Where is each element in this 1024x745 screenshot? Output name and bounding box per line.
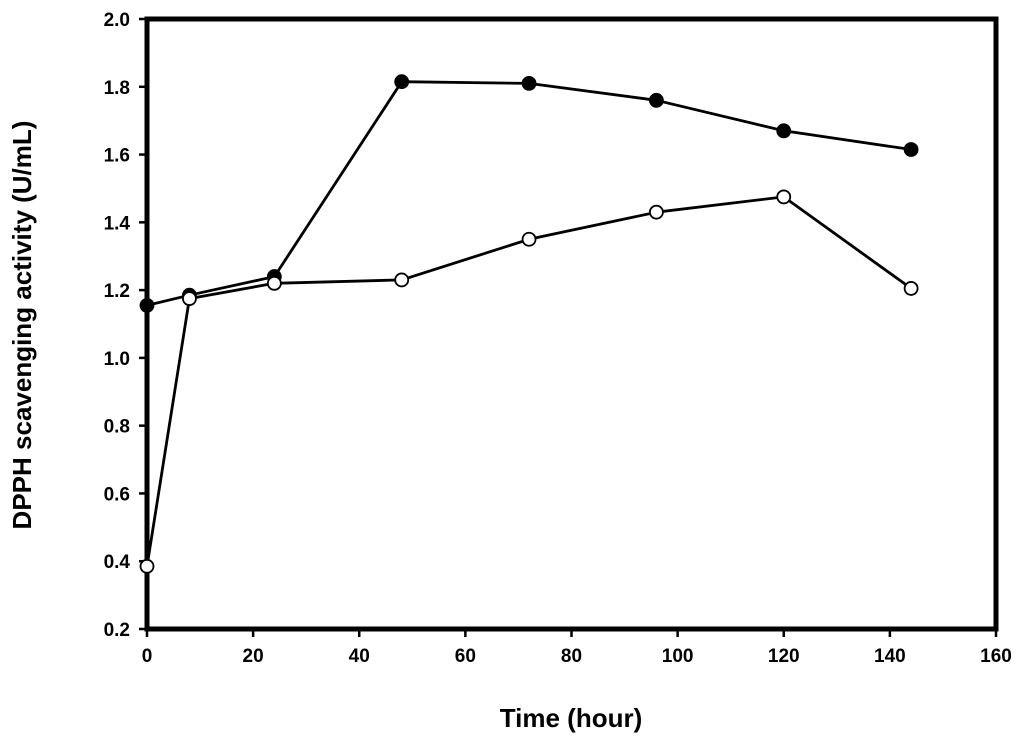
open-circle-point: [139, 558, 155, 574]
y-tick-label: 1.0: [104, 349, 130, 370]
filled-circle-point: [394, 74, 410, 90]
y-tick-label: 0.4: [104, 552, 131, 573]
y-tick-label: 1.4: [104, 213, 131, 234]
y-tick-label: 0.6: [104, 484, 130, 505]
y-tick-label: 0.8: [104, 417, 130, 438]
x-tick-label: 160: [980, 646, 1012, 667]
x-tick-label: 20: [243, 646, 264, 667]
x-tick-label: 140: [874, 646, 906, 667]
y-tick-label: 1.2: [104, 281, 130, 302]
filled-circle-point: [903, 142, 919, 157]
open-circle-point: [394, 272, 410, 288]
y-tick-label: 1.6: [104, 146, 130, 167]
series-line-open: [145, 195, 912, 567]
y-tick-label: 2.0: [104, 10, 130, 31]
open-circle-point: [266, 275, 282, 291]
y-tick-label: 1.8: [104, 78, 130, 99]
y-axis-title: DPPH scavenging activity (U/mL): [7, 121, 37, 530]
filled-circle-point: [649, 92, 664, 108]
open-circle-point: [521, 231, 537, 247]
filled-circle-point: [139, 297, 155, 313]
x-tick-label: 0: [142, 646, 153, 667]
filled-circle-point: [521, 75, 537, 91]
series-line-filled: [146, 80, 912, 307]
plot-frame: [144, 16, 999, 632]
x-tick-label: 100: [662, 646, 694, 667]
open-circle-point: [776, 189, 792, 205]
open-circle-point: [903, 281, 919, 296]
open-circle-point: [182, 291, 197, 306]
filled-circle-point: [776, 123, 792, 139]
x-tick-label: 60: [455, 646, 476, 667]
y-tick-label: 0.2: [104, 620, 130, 641]
x-tick-label: 40: [349, 646, 370, 667]
open-circle-point: [649, 204, 664, 220]
x-tick-label: 120: [768, 646, 800, 667]
x-tick-label: 80: [561, 646, 582, 667]
x-axis-title: Time (hour): [500, 703, 643, 733]
